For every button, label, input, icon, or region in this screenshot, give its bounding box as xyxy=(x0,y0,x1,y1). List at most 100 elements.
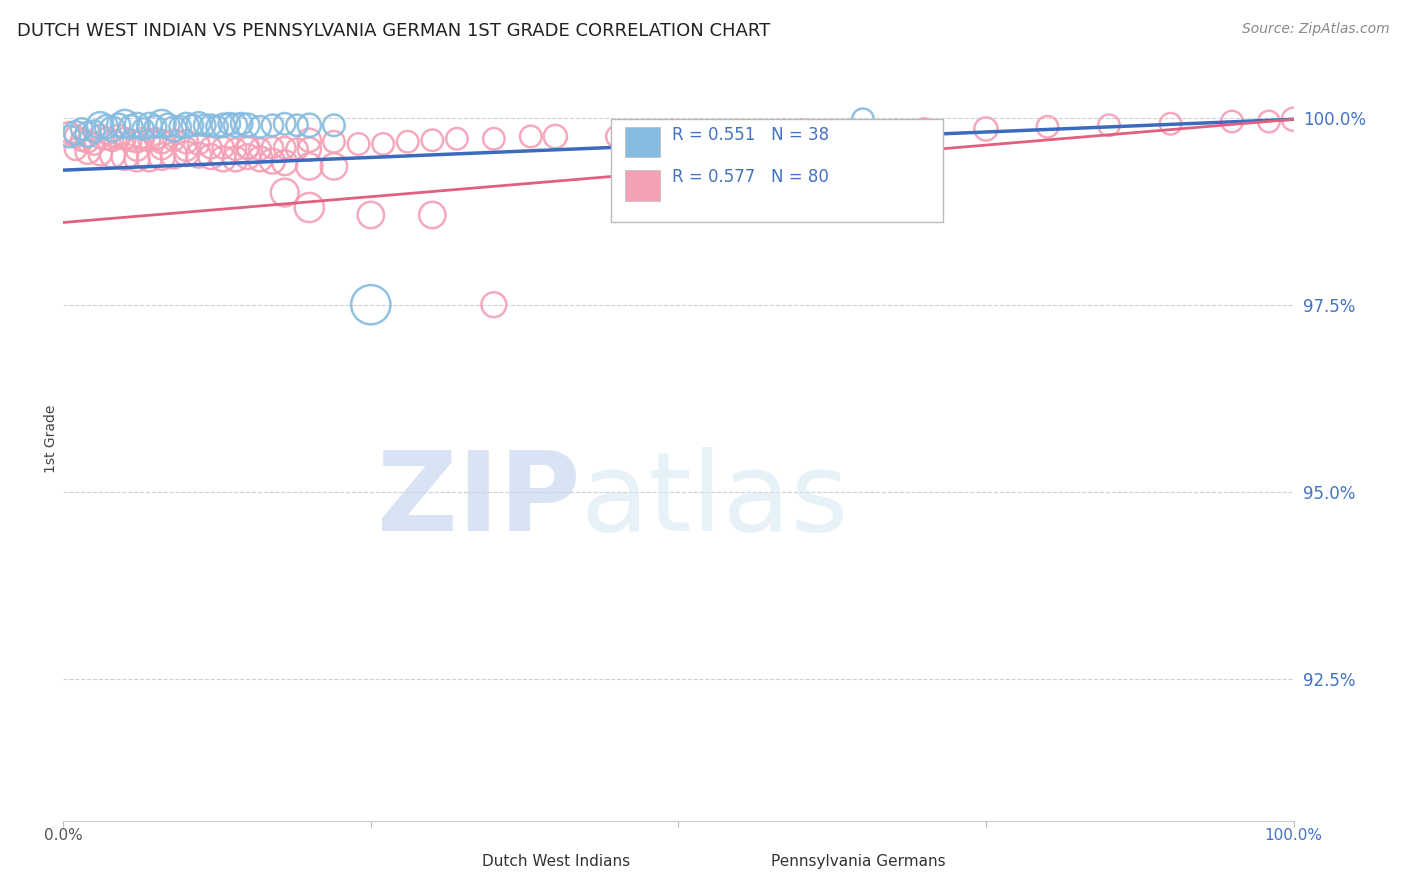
Point xyxy=(89,129,111,144)
Point xyxy=(65,126,87,140)
Point xyxy=(89,146,111,161)
Point xyxy=(520,129,543,144)
FancyBboxPatch shape xyxy=(734,853,761,871)
Point xyxy=(422,133,444,147)
Point xyxy=(138,152,160,166)
Point xyxy=(212,152,235,166)
Point xyxy=(120,133,142,147)
Point xyxy=(231,117,253,131)
Text: Pennsylvania Germans: Pennsylvania Germans xyxy=(770,854,945,869)
Point xyxy=(107,129,129,144)
Point xyxy=(914,122,936,136)
Point xyxy=(1036,120,1059,134)
Point xyxy=(396,135,419,149)
Text: R = 0.551   N = 38: R = 0.551 N = 38 xyxy=(672,126,830,144)
Point xyxy=(323,118,346,132)
Point xyxy=(323,135,346,149)
Point xyxy=(298,201,321,215)
Point xyxy=(70,133,93,147)
Text: 100.0%: 100.0% xyxy=(1264,828,1323,843)
Point xyxy=(76,145,98,159)
Point xyxy=(371,136,394,151)
Point xyxy=(482,298,505,312)
Point xyxy=(482,132,505,146)
Point xyxy=(225,152,247,166)
Point xyxy=(76,135,98,149)
Y-axis label: 1st Grade: 1st Grade xyxy=(44,405,58,474)
Point xyxy=(422,208,444,222)
Point xyxy=(273,141,295,155)
Point xyxy=(285,142,308,156)
Point xyxy=(174,135,197,149)
Point xyxy=(187,136,209,151)
Point xyxy=(187,148,209,162)
Point xyxy=(58,126,80,140)
Point xyxy=(1282,112,1305,127)
Point xyxy=(132,132,155,146)
Point xyxy=(360,298,382,312)
Text: 0.0%: 0.0% xyxy=(44,828,83,843)
Point xyxy=(212,141,235,155)
Point xyxy=(187,117,209,131)
Point xyxy=(169,120,191,134)
Text: DUTCH WEST INDIAN VS PENNSYLVANIA GERMAN 1ST GRADE CORRELATION CHART: DUTCH WEST INDIAN VS PENNSYLVANIA GERMAN… xyxy=(17,22,770,40)
Point xyxy=(89,118,111,132)
Point xyxy=(218,117,240,131)
Point xyxy=(249,152,271,166)
Point xyxy=(249,142,271,156)
Point xyxy=(181,118,204,132)
Point xyxy=(200,150,222,164)
FancyBboxPatch shape xyxy=(444,853,472,871)
Point xyxy=(150,117,173,131)
Point xyxy=(150,135,173,149)
Point xyxy=(205,120,228,134)
Text: R = 0.577   N = 80: R = 0.577 N = 80 xyxy=(672,169,830,186)
Point xyxy=(974,122,997,136)
Point xyxy=(360,208,382,222)
Point xyxy=(107,118,129,132)
Point xyxy=(249,120,271,134)
Point xyxy=(65,129,87,144)
Point xyxy=(236,150,259,164)
Point xyxy=(163,148,186,162)
Point xyxy=(1160,117,1182,131)
Point xyxy=(273,186,295,200)
Point xyxy=(83,124,105,138)
Point xyxy=(150,141,173,155)
Text: Source: ZipAtlas.com: Source: ZipAtlas.com xyxy=(1241,22,1389,37)
Point xyxy=(65,142,87,156)
Point xyxy=(273,155,295,169)
Point xyxy=(1220,114,1243,128)
Point xyxy=(236,141,259,155)
Point xyxy=(194,118,217,132)
Point xyxy=(145,120,167,134)
Point xyxy=(790,124,813,138)
Point xyxy=(666,127,689,141)
Point xyxy=(298,118,321,132)
Point xyxy=(163,133,186,147)
Point xyxy=(138,133,160,147)
Point xyxy=(114,117,136,131)
Point xyxy=(174,146,197,161)
Point xyxy=(446,132,468,146)
Point xyxy=(114,150,136,164)
Point xyxy=(96,120,118,134)
Point xyxy=(101,133,124,147)
Point xyxy=(298,160,321,174)
Point xyxy=(1257,114,1279,128)
Point xyxy=(174,142,197,156)
Text: atlas: atlas xyxy=(579,447,848,554)
FancyBboxPatch shape xyxy=(626,170,659,201)
Point xyxy=(174,118,197,132)
Point xyxy=(262,154,284,169)
Point xyxy=(262,118,284,132)
Point xyxy=(127,142,148,156)
Point xyxy=(127,152,148,166)
Point xyxy=(262,141,284,155)
Point xyxy=(298,142,321,156)
Text: Dutch West Indians: Dutch West Indians xyxy=(481,854,630,869)
Point xyxy=(728,126,751,140)
Point xyxy=(606,129,628,144)
Point xyxy=(852,124,875,138)
Point xyxy=(544,129,567,144)
